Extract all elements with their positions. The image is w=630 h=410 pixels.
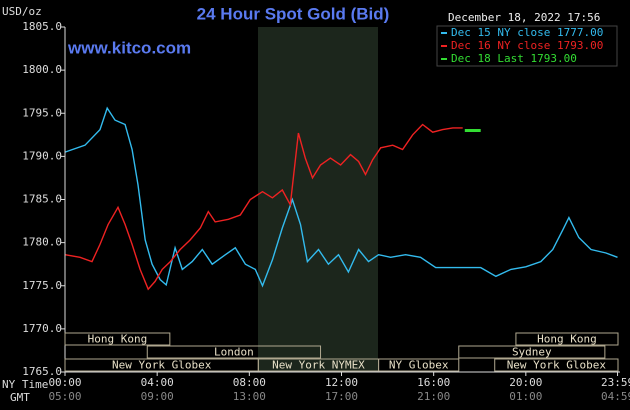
plot <box>64 106 618 291</box>
session-label: Sydney <box>512 346 552 359</box>
nymex-band <box>258 27 378 372</box>
y-tick-label: 1765.0 <box>22 365 62 378</box>
session-label: New York Globex <box>112 359 212 372</box>
x2-tick-label: 01:00 <box>509 390 542 403</box>
x-tick-label: 20:00 <box>509 376 542 389</box>
x2-tick-label: 21:00 <box>417 390 450 403</box>
x2-tick-label: 05:00 <box>48 390 81 403</box>
legend-box <box>436 25 618 67</box>
session-box <box>378 358 460 372</box>
y-tick-label: 1800.0 <box>22 63 62 76</box>
legend-label: Dec 15 NY close 1777.00 <box>451 26 603 39</box>
session-label: NY Globex <box>389 359 449 372</box>
session-box <box>458 345 606 359</box>
timestamp: December 18, 2022 17:56 <box>448 11 600 24</box>
x2-tick-label: 04:59 <box>601 390 630 403</box>
y-tick-label: 1770.0 <box>22 322 62 335</box>
y-tick-label: 1785.0 <box>22 193 62 206</box>
session-label: London <box>214 346 254 359</box>
series-line <box>64 106 618 288</box>
watermark: www.kitco.com <box>67 38 191 57</box>
session-box <box>64 332 171 346</box>
x-tick-label: 00:00 <box>48 376 81 389</box>
session-label: Hong Kong <box>537 333 597 346</box>
y-tick-label: 1780.0 <box>22 236 62 249</box>
x-tick-label: 08:00 <box>233 376 266 389</box>
y-tick-label: 1775.0 <box>22 279 62 292</box>
session-box <box>494 358 619 372</box>
y-tick-label: 1805.0 <box>22 20 62 33</box>
session-box <box>146 345 322 359</box>
x-tick-label: 23:59 <box>601 376 630 389</box>
x2-tick-label: 09:00 <box>141 390 174 403</box>
x-label: NY Time <box>2 378 48 391</box>
session-label: Hong Kong <box>88 333 148 346</box>
legend-label: Dec 18 Last 1793.00 <box>451 52 577 65</box>
session-label: New York Globex <box>507 359 607 372</box>
session-label: New York NYMEX <box>272 359 365 372</box>
y-tick-label: 1795.0 <box>22 106 62 119</box>
session-box <box>515 332 619 346</box>
x2-label: GMT <box>10 391 30 404</box>
y-tick-label: 1790.0 <box>22 149 62 162</box>
x-tick-label: 16:00 <box>417 376 450 389</box>
x-tick-label: 12:00 <box>325 376 358 389</box>
x2-tick-label: 13:00 <box>233 390 266 403</box>
x-tick-label: 04:00 <box>141 376 174 389</box>
y-label: USD/oz <box>2 5 42 18</box>
x2-tick-label: 17:00 <box>325 390 358 403</box>
chart-title: 24 Hour Spot Gold (Bid) <box>197 4 390 23</box>
series-line <box>64 123 463 291</box>
legend-label: Dec 16 NY close 1793.00 <box>451 39 603 52</box>
